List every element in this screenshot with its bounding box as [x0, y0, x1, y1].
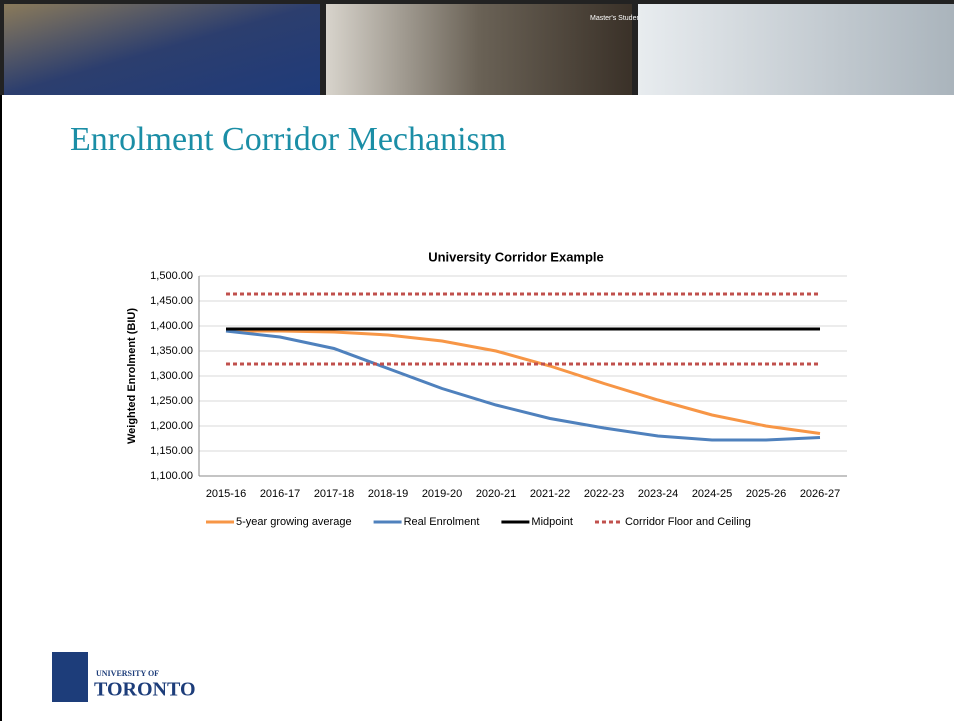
x-tick-label: 2021-22 [530, 488, 570, 500]
y-tick-label: 1,500.00 [150, 270, 193, 282]
chart: University Corridor Example Weighted Enr… [126, 249, 847, 527]
x-tick-label: 2022-23 [584, 488, 624, 500]
logo-text: UNIVERSITY OF [96, 669, 159, 678]
x-tick-label: 2025-26 [746, 488, 786, 500]
series-line [226, 331, 820, 434]
x-tick-label: 2015-16 [206, 488, 246, 500]
y-tick-label: 1,400.00 [150, 320, 193, 332]
header-photo [326, 4, 632, 95]
series-line [226, 331, 820, 440]
legend-label: Corridor Floor and Ceiling [625, 516, 751, 528]
y-tick-label: 1,350.00 [150, 345, 193, 357]
legend-label: Real Enrolment [404, 516, 480, 528]
x-tick-label: 2026-27 [800, 488, 840, 500]
slide-title: Enrolment Corridor Mechanism [70, 121, 506, 158]
chart-title: University Corridor Example [428, 249, 604, 264]
y-tick-label: 1,100.00 [150, 470, 193, 482]
y-tick-label: 1,200.00 [150, 420, 193, 432]
x-tick-label: 2018-19 [368, 488, 408, 500]
x-tick-label: 2023-24 [638, 488, 678, 500]
legend-label: Midpoint [531, 516, 573, 528]
y-axis-label: Weighted Enrolment (BIU) [126, 308, 138, 444]
page: Master's Student Lounge Enrolment Corrid… [0, 0, 954, 721]
legend-label: 5-year growing average [236, 516, 352, 528]
logo-crest [52, 652, 88, 702]
x-tick-label: 2020-21 [476, 488, 516, 500]
y-tick-label: 1,300.00 [150, 370, 193, 382]
y-tick-label: 1,250.00 [150, 395, 193, 407]
y-tick-label: 1,450.00 [150, 295, 193, 307]
x-tick-label: 2016-17 [260, 488, 300, 500]
header-photo [4, 4, 320, 95]
x-tick-label: 2019-20 [422, 488, 462, 500]
x-tick-label: 2024-25 [692, 488, 732, 500]
x-tick-label: 2017-18 [314, 488, 354, 500]
y-tick-label: 1,150.00 [150, 445, 193, 457]
logo-text: TORONTO [94, 679, 196, 701]
slide: Master's Student Lounge Enrolment Corrid… [0, 0, 954, 721]
header-photo [638, 4, 954, 95]
